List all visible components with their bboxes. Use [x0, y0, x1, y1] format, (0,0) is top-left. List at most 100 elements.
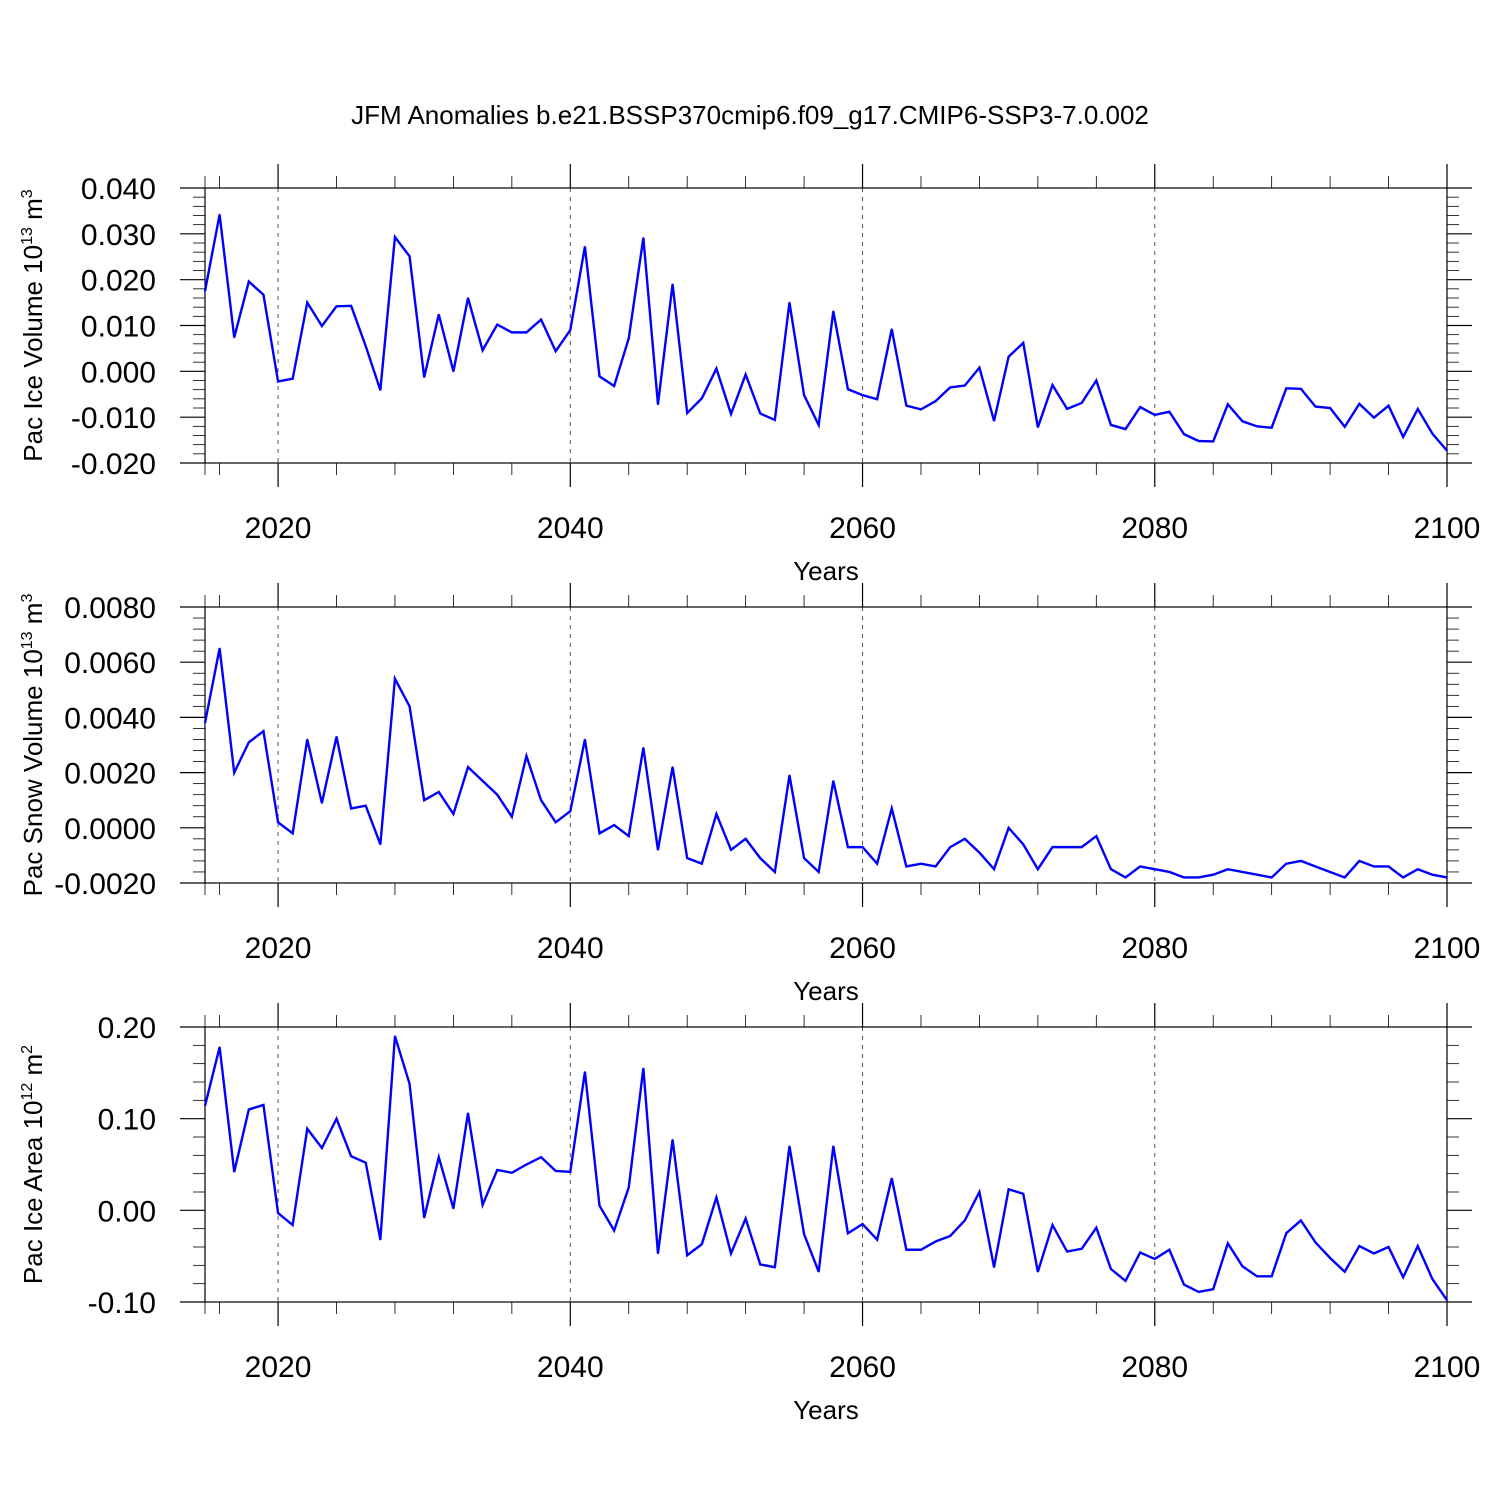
data-point-2055	[788, 774, 791, 777]
data-point-2037	[525, 331, 528, 334]
data-point-2020	[277, 380, 279, 383]
data-point-2068	[978, 851, 981, 854]
data-point-2082	[1183, 433, 1185, 435]
data-point-2085	[1227, 868, 1229, 870]
panels: -0.020 -0.010 0.000 0.010 0.020 0.030 0.040 202…	[18, 164, 1480, 1425]
data-point-2041	[584, 1071, 586, 1073]
y-tick-label: 0.0020	[64, 758, 156, 791]
x-tick-label: 2060	[829, 1351, 896, 1384]
data-point-2077	[1110, 868, 1112, 870]
x-tick-label: 2100	[1414, 1351, 1481, 1384]
data-point-2023	[321, 325, 323, 327]
data-point-2069	[993, 868, 995, 870]
data-point-2097	[1402, 436, 1404, 438]
data-point-2062	[890, 807, 893, 810]
data-point-2067	[964, 838, 966, 840]
data-point-2083	[1197, 876, 1200, 879]
x-tick-label: 2080	[1121, 932, 1188, 965]
data-point-2025	[350, 304, 352, 307]
data-point-2046	[657, 849, 659, 851]
data-point-2077	[1110, 424, 1112, 426]
data-point-2064	[920, 862, 922, 865]
data-point-2025	[350, 1155, 352, 1158]
data-point-2100	[1446, 1299, 1448, 1301]
data-point-2051	[730, 413, 732, 415]
data-point-2035	[496, 1169, 499, 1171]
data-point-2080	[1153, 414, 1156, 416]
data-point-2029	[408, 1083, 411, 1085]
data-point-2032	[452, 370, 455, 373]
data-point-2054	[774, 871, 776, 873]
y-tick-label: 0.0000	[64, 813, 156, 846]
panel-3: -0.10 0.00 0.10 0.20 2020 2040 2060 2080 2100 Yea…	[18, 1003, 1480, 1425]
y-tick-label: 0.040	[81, 173, 156, 206]
data-point-2066	[949, 1235, 951, 1237]
data-point-2079	[1139, 406, 1141, 408]
data-point-2074	[1066, 408, 1068, 410]
data-point-2023	[321, 802, 323, 804]
data-point-2076	[1095, 835, 1098, 837]
data-point-2034	[481, 1204, 484, 1206]
x-tick-label: 2100	[1414, 512, 1481, 545]
data-point-2053	[759, 1263, 762, 1266]
data-point-2075	[1080, 1248, 1083, 1250]
data-point-2038	[540, 318, 542, 321]
data-point-2022	[306, 738, 309, 741]
data-point-2043	[613, 385, 615, 387]
data-point-2059	[847, 388, 849, 391]
data-point-2060	[861, 394, 864, 396]
data-point-2021	[291, 377, 294, 380]
data-point-2017	[233, 336, 236, 339]
y-tick-label: -0.0020	[54, 868, 156, 901]
y-tick-label: 0.030	[81, 219, 156, 252]
data-point-2028	[394, 236, 396, 238]
data-point-2077	[1110, 1268, 1112, 1270]
data-point-2015	[204, 290, 206, 292]
data-point-2033	[467, 1112, 469, 1114]
data-point-2040	[569, 1171, 572, 1173]
data-point-2016	[218, 1046, 221, 1048]
data-point-2092	[1329, 407, 1331, 409]
data-point-2026	[364, 1161, 367, 1164]
x-axis-label: Years	[793, 976, 859, 1006]
data-point-2037	[525, 755, 528, 757]
data-point-2049	[701, 862, 703, 865]
data-point-2021	[291, 832, 294, 835]
data-point-2069	[993, 420, 995, 422]
data-point-2035	[496, 323, 499, 326]
data-point-2040	[569, 329, 572, 331]
data-point-2030	[423, 799, 425, 801]
data-point-2083	[1197, 1291, 1200, 1293]
x-tick-label: 2040	[537, 1351, 604, 1384]
y-axis-label: Pac Snow Volume 1013 m3	[18, 594, 48, 897]
panel-2: -0.0020 0.0000 0.0020 0.0040 0.0060 0.0080 202…	[18, 583, 1480, 1006]
data-point-2038	[540, 799, 542, 801]
data-point-2060	[861, 846, 864, 848]
plot-frame	[204, 606, 1448, 884]
data-point-2045	[642, 1067, 645, 1070]
data-point-2098	[1416, 1245, 1419, 1247]
data-point-2017	[233, 1171, 236, 1173]
data-point-2019	[262, 293, 265, 296]
data-point-2090	[1300, 1219, 1302, 1222]
data-point-2027	[379, 389, 382, 391]
y-tick-label: 0.10	[98, 1104, 156, 1137]
data-point-2074	[1066, 1250, 1068, 1253]
chart-title: JFM Anomalies b.e21.BSSP370cmip6.f09_g17…	[351, 100, 1149, 130]
data-point-2099	[1431, 432, 1434, 435]
data-point-2059	[847, 846, 849, 848]
data-point-2079	[1139, 1251, 1141, 1254]
data-point-2075	[1080, 846, 1083, 848]
data-point-2029	[408, 705, 411, 708]
data-point-2048	[686, 412, 688, 414]
data-point-2031	[437, 791, 440, 793]
data-point-2089	[1285, 1232, 1288, 1235]
data-point-2100	[1446, 876, 1448, 879]
data-point-2016	[218, 213, 221, 216]
data-point-2084	[1212, 440, 1215, 443]
data-point-2100	[1446, 449, 1448, 452]
data-point-2057	[817, 424, 820, 426]
data-point-2087	[1256, 425, 1258, 428]
data-point-2085	[1227, 1242, 1229, 1245]
